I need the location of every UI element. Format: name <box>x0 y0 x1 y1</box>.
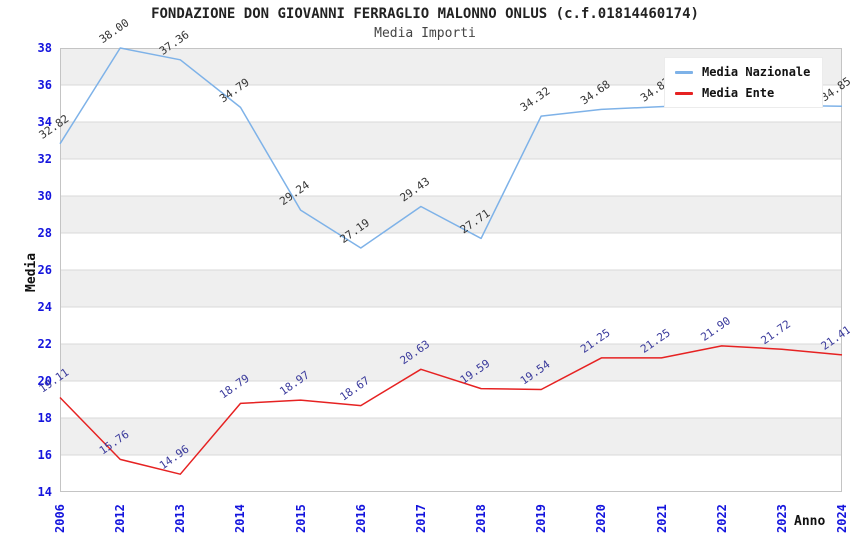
x-tick-label: 2018 <box>474 504 489 533</box>
legend-line-marker-icon <box>675 91 693 95</box>
x-tick-label: 2013 <box>173 504 188 533</box>
legend: Media Nazionale Media Ente <box>664 57 824 108</box>
x-tick-label: 2012 <box>113 504 128 533</box>
plot-border <box>60 48 842 492</box>
y-tick-label: 16 <box>37 448 52 462</box>
y-tick-label: 22 <box>37 337 52 351</box>
x-tick-label: 2006 <box>53 504 67 533</box>
plot-band <box>60 344 842 381</box>
y-tick-label: 34 <box>37 115 52 129</box>
series-line-media-ente <box>59 345 843 475</box>
legend-label: Media Nazionale <box>702 65 811 79</box>
x-tick-label: 2019 <box>534 504 549 533</box>
x-tick-label: 2023 <box>774 504 789 533</box>
x-tick-label: 2016 <box>353 504 368 533</box>
y-tick-label: 38 <box>37 41 52 55</box>
legend-label: Media Ente <box>702 86 775 100</box>
plot-band <box>60 196 842 233</box>
y-tick-label: 30 <box>37 189 52 203</box>
plot-band <box>60 307 842 344</box>
plot-band <box>60 381 842 418</box>
y-tick-label: 18 <box>37 411 52 425</box>
y-tick-label: 36 <box>37 78 52 92</box>
y-tick-label: 32 <box>37 152 52 166</box>
y-tick-label: 14 <box>37 485 52 499</box>
plot-band <box>60 455 842 492</box>
x-tick-label: 2014 <box>233 504 248 533</box>
plot-band <box>60 159 842 196</box>
legend-line-marker-icon <box>675 70 693 74</box>
y-tick-label: 20 <box>37 374 52 388</box>
plot-band <box>60 270 842 307</box>
legend-item-media-nazionale: Media Nazionale <box>675 65 810 79</box>
y-tick-label: 24 <box>37 300 52 314</box>
x-axis-title: Anno <box>794 514 826 529</box>
x-tick-label: 2017 <box>413 504 428 533</box>
plot-band <box>60 418 842 455</box>
x-tick-label: 2024 <box>835 504 849 533</box>
legend-item-media-ente: Media Ente <box>675 86 810 100</box>
chart-subtitle: Media Importi <box>374 26 476 41</box>
plot-area: 32.82 38.00 37.36 34.79 29.24 27.19 29.43 27.71… <box>37 16 850 492</box>
y-tick-label: 26 <box>37 263 52 277</box>
chart-title: FONDAZIONE DON GIOVANNI FERRAGLIO MALONN… <box>151 6 699 22</box>
x-tick-label: 2021 <box>654 504 669 533</box>
y-tick-label: 28 <box>37 226 52 240</box>
x-tick-label: 2022 <box>714 504 729 533</box>
x-tick-label: 2015 <box>293 504 308 533</box>
plot-band <box>60 122 842 159</box>
x-tick-label: 2020 <box>594 504 609 533</box>
plot-band <box>60 233 842 270</box>
